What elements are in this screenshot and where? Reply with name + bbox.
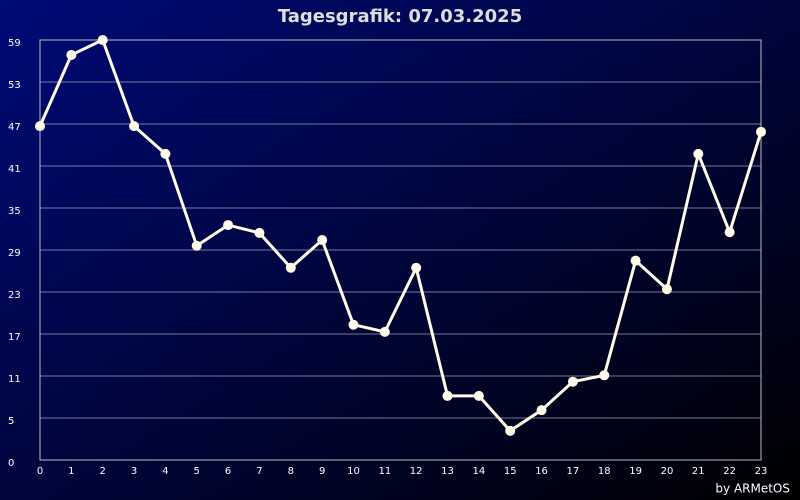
point — [505, 425, 516, 436]
y-tick-label: 59 — [8, 38, 21, 49]
point — [756, 126, 766, 137]
x-tick-label: 16 — [535, 466, 548, 477]
point — [285, 262, 296, 273]
x-tick-label: 5 — [194, 466, 200, 477]
point — [191, 240, 202, 251]
x-tick-label: 3 — [131, 466, 137, 477]
plot-frame — [39, 39, 762, 461]
point — [223, 220, 234, 231]
x-tick-label: 4 — [162, 466, 168, 477]
point — [254, 227, 265, 238]
x-tick-label: 21 — [692, 466, 705, 477]
y-tick-label: 11 — [8, 374, 21, 385]
y-tick-label: 29 — [8, 248, 21, 259]
chart-title: Tagesgrafik: 07.03.2025 — [278, 6, 522, 27]
x-tick-label: 12 — [410, 466, 423, 477]
point — [348, 319, 359, 330]
point — [379, 326, 390, 337]
x-tick-label: 19 — [629, 466, 642, 477]
y-tick-label: 53 — [8, 80, 21, 91]
point — [661, 284, 672, 295]
y-tick-label: 17 — [8, 332, 21, 343]
point — [97, 35, 108, 45]
x-tick-label: 0 — [37, 466, 43, 477]
x-tick-label: 11 — [378, 466, 391, 477]
x-tick-label: 7 — [256, 466, 262, 477]
y-tick-label: 0 — [8, 458, 14, 469]
point — [442, 390, 453, 401]
y-tick-label: 47 — [8, 122, 21, 133]
y-tick-label: 23 — [8, 290, 21, 301]
x-tick-label: 18 — [598, 466, 611, 477]
point — [160, 148, 171, 159]
x-tick-label: 23 — [755, 466, 768, 477]
y-tick-label: 5 — [8, 416, 14, 427]
point — [536, 405, 547, 416]
x-tick-label: 15 — [504, 466, 517, 477]
x-tick-label: 2 — [100, 466, 106, 477]
point — [724, 227, 735, 238]
point — [317, 235, 328, 246]
x-tick-label: 9 — [319, 466, 325, 477]
x-tick-label: 8 — [288, 466, 294, 477]
point — [693, 148, 704, 159]
x-tick-label: 6 — [225, 466, 231, 477]
x-tick-label: 1 — [68, 466, 74, 477]
y-tick-label: 41 — [8, 164, 21, 175]
point — [35, 121, 45, 132]
x-tick-label: 22 — [723, 466, 736, 477]
credit: by ARMetOS — [715, 482, 790, 496]
line — [38, 37, 763, 433]
x-tick-label: 10 — [347, 466, 360, 477]
point — [599, 370, 610, 381]
point — [411, 262, 422, 273]
point — [473, 390, 484, 401]
point — [66, 49, 77, 60]
point — [630, 255, 641, 266]
point — [567, 376, 578, 387]
y-tick-label: 35 — [8, 206, 21, 217]
x-tick-label: 20 — [661, 466, 674, 477]
x-tick-label: 13 — [441, 466, 454, 477]
point — [129, 121, 140, 132]
x-tick-label: 14 — [473, 466, 486, 477]
x-tick-label: 17 — [567, 466, 580, 477]
